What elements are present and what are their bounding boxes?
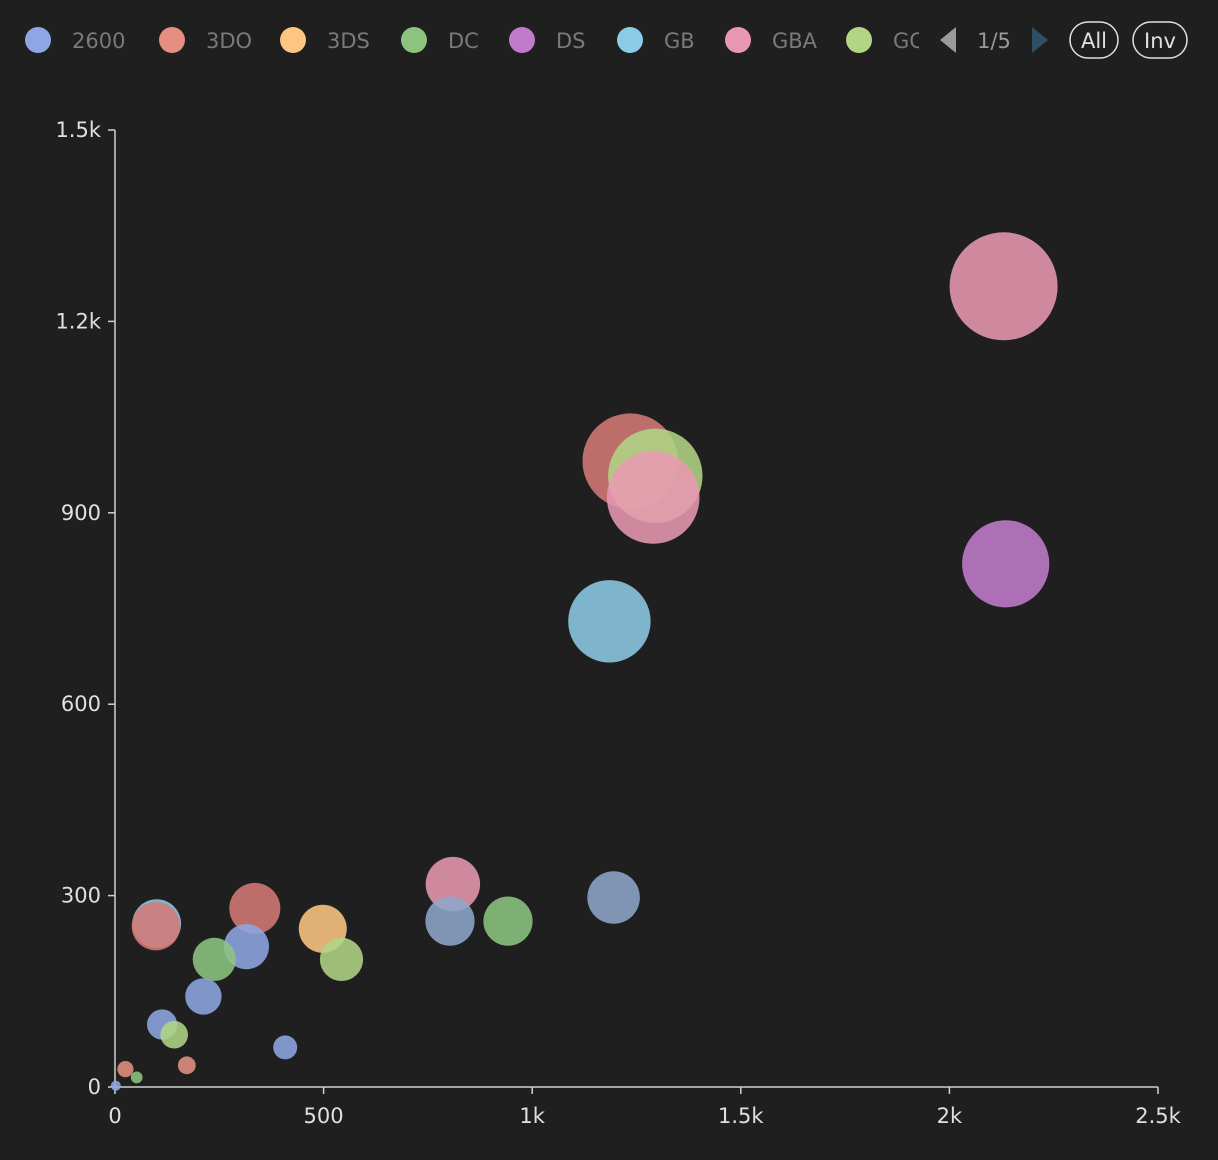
x-tick-label: 0	[108, 1104, 121, 1128]
bubble-point[interactable]	[425, 896, 475, 946]
bubble-point[interactable]	[483, 896, 533, 946]
legend-item[interactable]: DC	[401, 27, 479, 53]
legend-swatch	[509, 27, 535, 53]
bubble-point[interactable]	[425, 856, 481, 912]
legend-item[interactable]: GB	[617, 27, 695, 53]
legend-label: DC	[448, 29, 479, 53]
x-tick-label: 1k	[519, 1104, 545, 1128]
x-tick-label: 2k	[937, 1104, 963, 1128]
bubble-point[interactable]	[587, 871, 640, 924]
y-tick-label: 300	[61, 884, 101, 908]
legend-swatch	[846, 27, 872, 53]
x-tick-label: 1.5k	[718, 1104, 764, 1128]
legend-button-label: All	[1081, 29, 1107, 53]
legend-swatch	[401, 27, 427, 53]
x-tick-label: 2.5k	[1135, 1104, 1181, 1128]
legend-items: 2600 3DO 3DS DC DS GB GBA GC	[25, 27, 980, 53]
legend-swatch	[280, 27, 306, 53]
legend-button-all[interactable]: All	[1069, 21, 1119, 59]
legend-item[interactable]: GC	[846, 27, 924, 53]
legend-label: GBA	[772, 29, 818, 53]
y-tick-label: 900	[61, 501, 101, 525]
legend-item[interactable]: GBA	[725, 27, 818, 53]
legend-swatch	[725, 27, 751, 53]
legend-label: 2600	[72, 29, 125, 53]
legend-label: GC	[893, 29, 924, 53]
y-tick-label: 600	[61, 692, 101, 716]
bubble-point[interactable]	[192, 937, 236, 982]
bubble-point[interactable]	[229, 882, 281, 934]
y-tick-label: 0	[88, 1075, 101, 1099]
legend-item[interactable]	[954, 27, 980, 53]
bubble-point[interactable]	[185, 978, 222, 1015]
bubble-point[interactable]	[568, 580, 651, 663]
legend-swatch	[159, 27, 185, 53]
y-tick-label: 1.2k	[55, 309, 101, 333]
legend-label: 3DS	[327, 29, 370, 53]
legend: 2600 3DO 3DS DC DS GB GBA GC 1/5 All Inv	[25, 21, 1188, 59]
next-page-icon[interactable]	[1032, 27, 1048, 53]
points	[110, 232, 1058, 1091]
bubble-point[interactable]	[177, 1056, 196, 1075]
bubble-point[interactable]	[962, 520, 1050, 608]
legend-item[interactable]: 3DO	[159, 27, 252, 53]
x-tick-label: 500	[304, 1104, 344, 1128]
y-tick-label: 1.5k	[55, 118, 101, 142]
legend-item[interactable]: 2600	[25, 27, 125, 53]
bubble-point[interactable]	[949, 232, 1058, 341]
legend-swatch	[25, 27, 51, 53]
bubble-point[interactable]	[319, 937, 364, 982]
legend-item[interactable]: 3DS	[280, 27, 370, 53]
bubble-point[interactable]	[117, 1061, 134, 1078]
legend-item[interactable]: DS	[509, 27, 586, 53]
bubble-point[interactable]	[110, 1080, 121, 1091]
legend-swatch	[954, 27, 980, 53]
legend-label: 3DO	[206, 29, 252, 53]
bubble-point[interactable]	[131, 902, 181, 951]
bubble-point[interactable]	[606, 451, 700, 544]
bubble-point[interactable]	[160, 1020, 188, 1049]
legend-label: GB	[664, 29, 695, 53]
legend-pager: 1/5	[940, 27, 1048, 53]
axes: 0 300 600 900 1.2k 1.5k 0 500 1k 1.5k 2k 2.5k	[55, 118, 1181, 1128]
legend-label: DS	[556, 29, 586, 53]
bubble-point[interactable]	[130, 1071, 143, 1084]
legend-swatch	[617, 27, 643, 53]
page-indicator: 1/5	[977, 29, 1011, 53]
legend-button-inv[interactable]: Inv	[1132, 21, 1188, 59]
bubble-point[interactable]	[273, 1035, 298, 1060]
legend-button-label: Inv	[1144, 29, 1176, 53]
prev-page-icon[interactable]	[940, 27, 956, 53]
